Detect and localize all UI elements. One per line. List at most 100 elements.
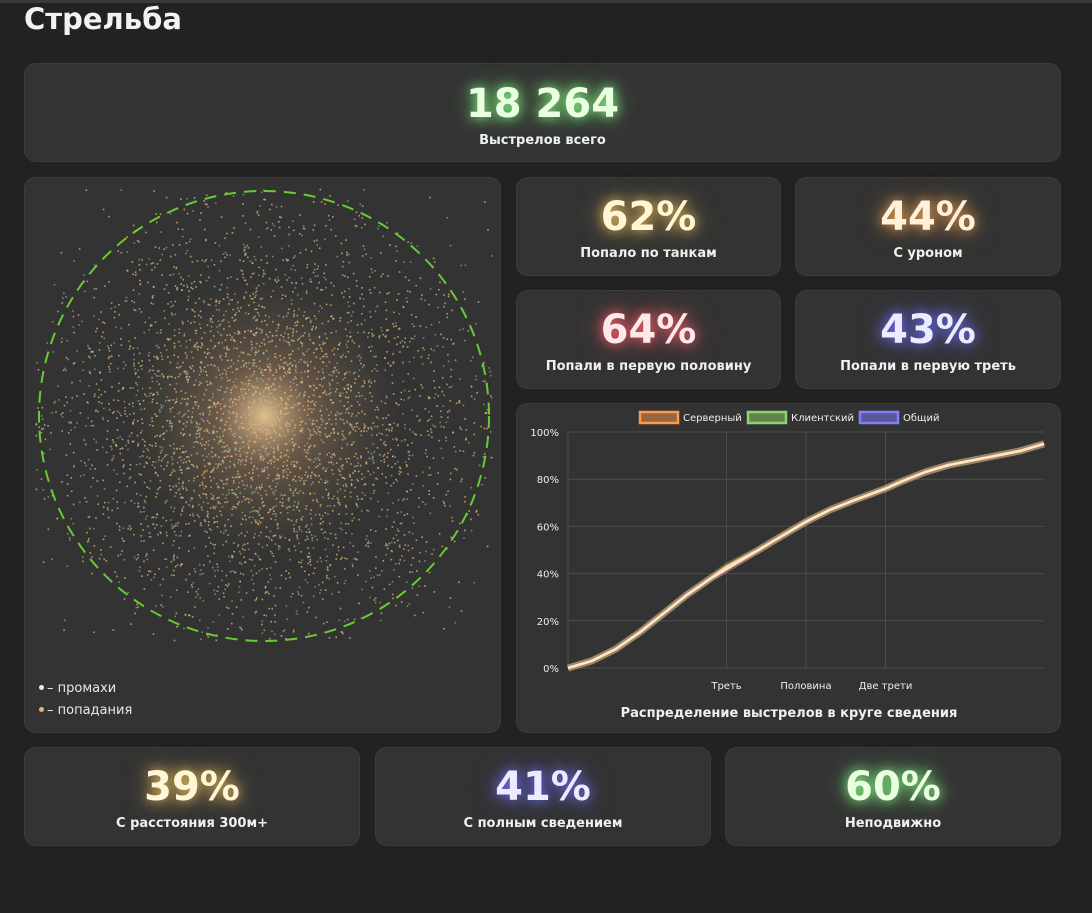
scatter-hit-point xyxy=(112,441,115,444)
scatter-hit-point xyxy=(233,542,235,544)
scatter-hit-point xyxy=(243,248,246,251)
scatter-hit-point xyxy=(211,455,214,458)
scatter-hit-point xyxy=(190,367,193,370)
scatter-hit-point xyxy=(85,443,87,446)
scatter-hit-point xyxy=(306,555,309,558)
scatter-hit-point xyxy=(169,408,172,410)
scatter-hit-point xyxy=(236,278,239,280)
legend-swatch-0[interactable] xyxy=(638,410,680,425)
scatter-miss-point xyxy=(195,329,198,332)
scatter-miss-point xyxy=(109,371,111,373)
scatter-hit-point xyxy=(444,302,446,305)
scatter-miss-point xyxy=(295,465,297,468)
scatter-hit-point xyxy=(414,433,416,435)
scatter-hit-point xyxy=(151,445,153,447)
scatter-miss-point xyxy=(254,389,257,392)
scatter-miss-point xyxy=(178,482,180,484)
scatter-hit-point xyxy=(186,489,188,491)
scatter-miss-point xyxy=(225,370,227,373)
scatter-miss-point xyxy=(262,444,265,447)
scatter-miss-point xyxy=(112,457,115,459)
scatter-hit-point xyxy=(194,344,196,347)
scatter-miss-point xyxy=(251,516,254,519)
scatter-hit-point xyxy=(313,315,316,317)
scatter-miss-point xyxy=(353,517,355,519)
scatter-hit-point xyxy=(307,363,309,366)
scatter-hit-point xyxy=(333,347,336,350)
scatter-hit-point xyxy=(63,404,66,407)
scatter-hit-point xyxy=(357,470,360,473)
scatter-hit-point xyxy=(306,414,309,416)
scatter-hit-point xyxy=(477,513,479,516)
scatter-hit-point xyxy=(220,216,223,218)
scatter-hit-point xyxy=(137,606,139,608)
scatter-miss-point xyxy=(198,516,200,518)
scatter-miss-point xyxy=(288,342,290,344)
scatter-hit-point xyxy=(255,598,258,601)
scatter-hit-point xyxy=(339,355,342,358)
scatter-hit-point xyxy=(411,547,414,550)
scatter-hit-point xyxy=(422,611,425,614)
scatter-miss-point xyxy=(443,394,445,397)
scatter-hit-point xyxy=(231,556,233,559)
scatter-miss-point xyxy=(133,353,135,356)
scatter-hit-point xyxy=(197,441,199,444)
scatter-hit-point xyxy=(118,304,120,306)
scatter-hit-point xyxy=(252,402,255,405)
scatter-miss-point xyxy=(289,558,292,561)
scatter-hit-point xyxy=(396,512,399,514)
scatter-hit-point xyxy=(380,275,382,278)
scatter-hit-point xyxy=(357,412,360,414)
scatter-hit-point xyxy=(408,454,411,457)
scatter-hit-point xyxy=(442,337,445,339)
scatter-hit-point xyxy=(292,350,294,352)
scatter-hit-point xyxy=(223,456,226,459)
scatter-hit-point xyxy=(257,284,260,287)
scatter-hit-point xyxy=(347,276,349,279)
scatter-hit-point xyxy=(167,292,170,294)
legend-label-1[interactable]: Клиентский xyxy=(791,413,854,424)
scatter-hit-point xyxy=(330,228,332,231)
scatter-hit-point xyxy=(289,327,291,330)
scatter-hit-point xyxy=(203,430,206,432)
legend-swatch-2[interactable] xyxy=(858,410,900,425)
scatter-miss-point xyxy=(425,550,427,553)
scatter-miss-point xyxy=(382,235,384,238)
scatter-hit-point xyxy=(242,359,244,362)
scatter-miss-point xyxy=(206,497,208,499)
legend-swatch-1[interactable] xyxy=(746,410,788,425)
scatter-miss-point xyxy=(410,242,413,244)
scatter-hit-point xyxy=(444,504,446,507)
scatter-hit-point xyxy=(300,358,302,361)
scatter-hit-point xyxy=(97,410,99,413)
scatter-hit-point xyxy=(247,383,250,385)
scatter-miss-point xyxy=(386,434,388,437)
series-line-0[interactable] xyxy=(567,442,1045,670)
scatter-hit-point xyxy=(245,518,247,521)
scatter-hit-point xyxy=(432,497,435,499)
scatter-hit-point xyxy=(467,330,470,332)
scatter-hit-point xyxy=(331,379,334,381)
scatter-hit-point xyxy=(205,371,207,373)
scatter-hit-point xyxy=(285,577,287,580)
scatter-hit-point xyxy=(407,451,410,453)
scatter-hit-point xyxy=(297,402,300,404)
scatter-hit-point xyxy=(262,431,264,433)
scatter-hit-point xyxy=(462,450,465,452)
scatter-hit-point xyxy=(222,319,225,321)
scatter-hit-point xyxy=(288,539,291,541)
scatter-hit-point xyxy=(269,637,271,640)
scatter-hit-point xyxy=(152,294,155,297)
scatter-hit-point xyxy=(435,293,438,296)
scatter-hit-point xyxy=(449,478,452,481)
scatter-hit-point xyxy=(86,401,88,403)
scatter-miss-point xyxy=(360,498,363,500)
scatter-hit-point xyxy=(172,569,175,572)
scatter-hit-point xyxy=(187,416,190,418)
legend-label-2[interactable]: Общий xyxy=(903,413,939,424)
scatter-hit-point xyxy=(173,525,175,528)
legend-label-0[interactable]: Серверный xyxy=(683,413,742,424)
scatter-hit-point xyxy=(316,500,319,503)
scatter-miss-point xyxy=(210,382,213,385)
scatter-hit-point xyxy=(280,359,282,361)
